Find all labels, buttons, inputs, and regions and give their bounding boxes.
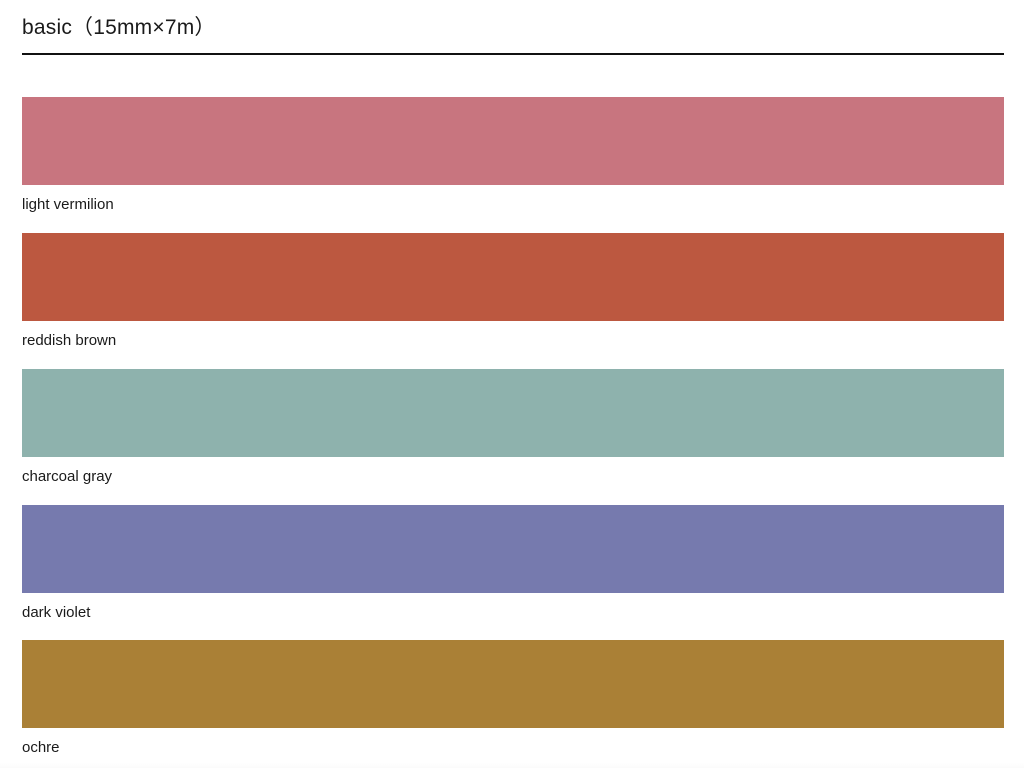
color-swatch-reddish-brown [22,233,1004,321]
page-title: basic（15mm×7m） [22,16,216,39]
swatch-label: dark violet [22,603,91,621]
swatch-item-charcoal-gray: charcoal gray [22,368,1004,487]
swatch-label: charcoal gray [22,467,113,485]
title-divider [22,53,1004,56]
color-swatch-ochre [22,640,1004,729]
bottom-fade [0,763,1024,768]
swatch-label: ochre [22,739,60,757]
swatch-item-ochre: ochre [22,640,1004,758]
swatch-item-light-vermilion: light vermilion [22,97,1004,215]
header: basic（15mm×7m） [22,15,1004,56]
swatch-item-reddish-brown: reddish brown [22,233,1004,351]
swatch-list: light vermilion reddish brown charcoal g… [22,97,1004,758]
page: basic（15mm×7m） light vermilion reddish b… [0,15,1024,768]
swatch-label: light vermilion [22,196,114,214]
color-swatch-charcoal-gray [22,368,1004,457]
swatch-item-dark-violet: dark violet [22,504,1004,623]
color-swatch-light-vermilion [22,97,1004,186]
color-swatch-dark-violet [22,504,1004,593]
swatch-label: reddish brown [22,332,117,349]
